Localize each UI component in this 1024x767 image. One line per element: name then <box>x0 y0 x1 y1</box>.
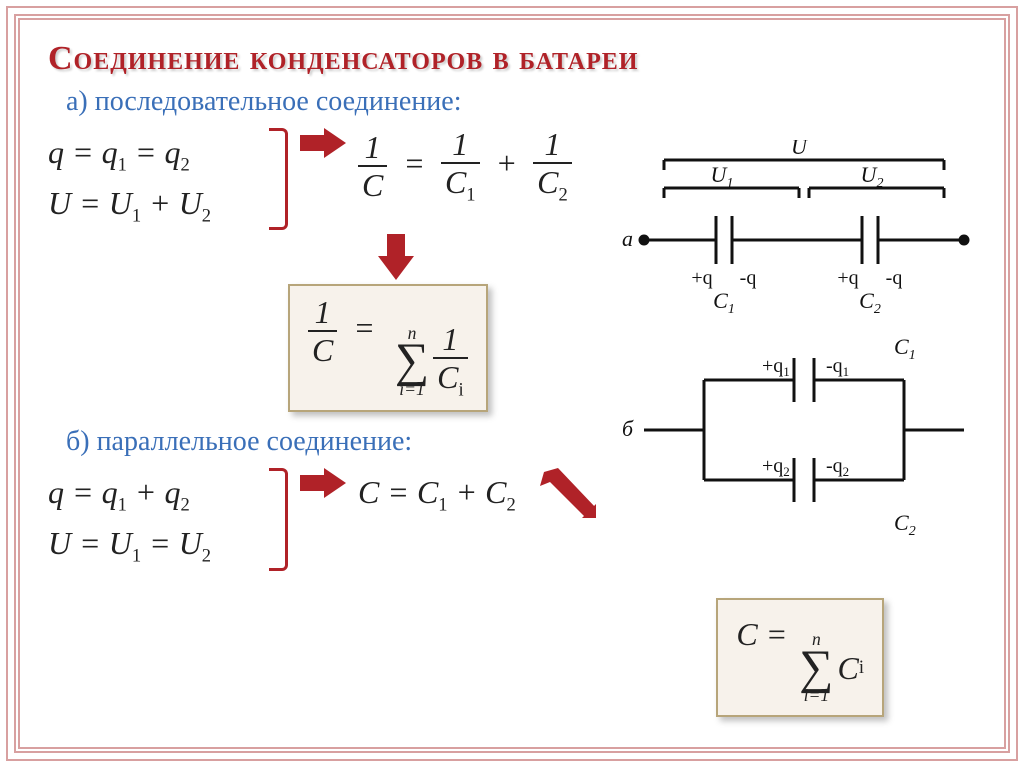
arrow-right-icon <box>300 468 346 498</box>
section-a-label: а) последовательное соединение: <box>66 86 608 118</box>
diagram-series: U U1 U2 +q -q +q -q C1 <box>640 140 968 317</box>
parallel-general: C = n ∑ i=1 Ci <box>716 598 884 717</box>
arrow-down-icon <box>378 234 414 280</box>
parallel-two-cap: C = C1 + C2 <box>358 468 516 570</box>
svg-text:-q1: -q1 <box>826 355 849 379</box>
var-u: U <box>48 185 71 221</box>
page-title: Соединение конденсаторов в батареи <box>48 40 976 78</box>
svg-text:+q1: +q1 <box>762 355 790 379</box>
svg-text:U1: U1 <box>711 162 734 191</box>
series-relations: q = q1 = q2 U = U1 + U2 <box>48 128 263 230</box>
diagram-parallel: C1 C2 +q1 -q1 +q2 -q2 <box>644 334 964 539</box>
svg-text:C2: C2 <box>894 510 916 539</box>
svg-text:-q: -q <box>886 267 903 289</box>
circuit-diagrams: U U1 U2 +q -q +q -q C1 <box>604 140 984 545</box>
arrow-right-icon <box>300 128 346 158</box>
svg-text:+q: +q <box>691 267 712 289</box>
section-a: а) последовательное соединение: q = q1 =… <box>48 86 608 412</box>
svg-text:+q: +q <box>837 267 858 289</box>
section-b-label: б) параллельное соединение: <box>66 426 608 458</box>
svg-text:C1: C1 <box>894 334 916 363</box>
svg-text:C2: C2 <box>859 288 881 317</box>
bracket-icon <box>269 128 288 230</box>
svg-text:C1: C1 <box>713 288 735 317</box>
bracket-icon <box>269 468 288 570</box>
sigma-icon: ∑ <box>395 342 429 380</box>
svg-text:U: U <box>791 140 809 159</box>
diagram-a-label: а <box>622 226 633 251</box>
diagram-b-label: б <box>622 416 634 441</box>
sigma-icon: ∑ <box>799 649 833 687</box>
section-b: б) параллельное соединение: q = q1 + q2 … <box>48 426 608 570</box>
arrow-diagonal-icon <box>536 468 596 518</box>
svg-text:U2: U2 <box>861 162 884 191</box>
var-q: q <box>48 134 64 170</box>
series-two-cap: 1C = 1C1 + 1C2 <box>358 128 572 230</box>
parallel-relations: q = q1 + q2 U = U1 = U2 <box>48 468 263 570</box>
series-general: 1C = n ∑ i=1 1Ci <box>288 284 488 412</box>
svg-text:-q2: -q2 <box>826 455 849 479</box>
svg-text:-q: -q <box>740 267 757 289</box>
svg-text:+q2: +q2 <box>762 455 790 479</box>
